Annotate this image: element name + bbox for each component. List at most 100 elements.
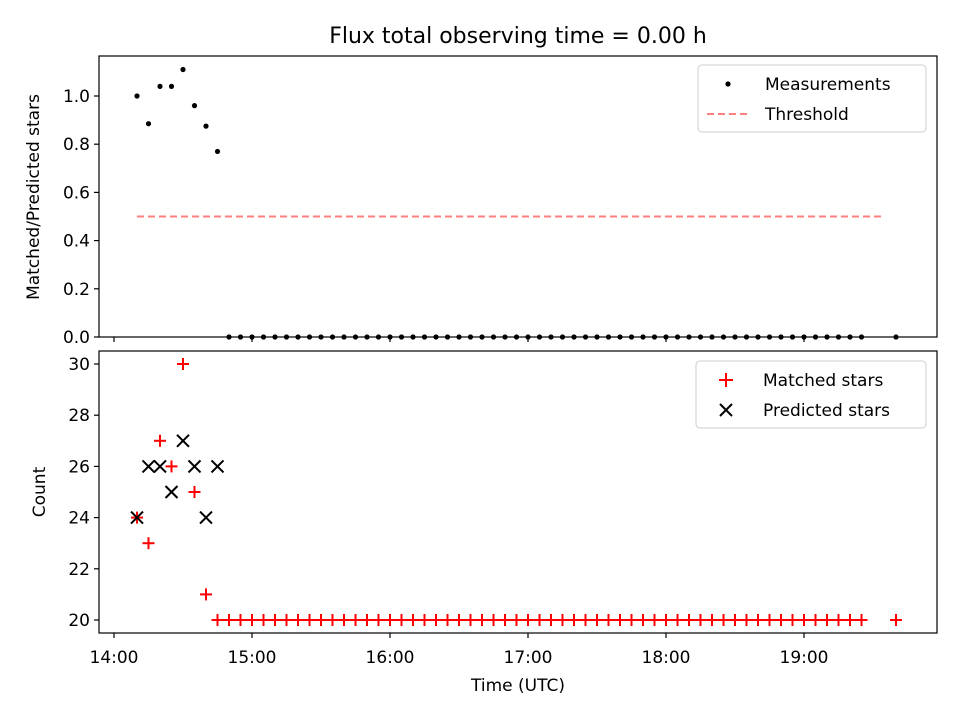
measurement-point [594, 334, 600, 340]
legend-predicted-label: Predicted stars [763, 401, 890, 421]
predicted-point [130, 510, 144, 525]
measurement-point [513, 334, 520, 340]
measurement-point [893, 334, 899, 340]
x-axis-label: Time (UTC) [470, 676, 565, 696]
y-tick-label: 1.0 [63, 87, 90, 107]
legend-measurements-label: Measurements [765, 75, 891, 95]
legend-predicted-marker [719, 403, 733, 417]
matched-point [418, 614, 431, 626]
matched-point [441, 614, 454, 626]
matched-point [614, 614, 626, 626]
legend-matched-marker [719, 373, 733, 387]
legend-matched-label: Matched stars [763, 371, 883, 391]
y-tick-label: 0.8 [63, 135, 90, 155]
matched-point [361, 614, 373, 626]
x-tick-label: 15:00 [228, 648, 277, 668]
bottom-plot: 20 22 24 26 28 30 14:00 15:00 16:00 17:00 18:00 19… [30, 350, 938, 696]
top-y-axis-label: Matched/Predicted stars [24, 94, 44, 300]
y-tick-label: 26 [68, 457, 90, 477]
matched-point [315, 614, 327, 626]
measurement-point [732, 334, 738, 340]
measurement-point [778, 334, 784, 340]
matched-point [591, 614, 603, 626]
x-tick-label: 18:00 [642, 648, 691, 668]
measurement-point [789, 334, 796, 340]
matched-point [384, 614, 396, 626]
matched-point [579, 614, 592, 626]
top-plot: 0.0 0.2 0.4 0.6 0.8 1.0 Matched/Predicted sta… [24, 55, 938, 348]
matched-point [763, 614, 776, 626]
measurement-point [801, 334, 807, 340]
matched-point [786, 614, 799, 626]
matched-point [234, 614, 247, 626]
measurement-point [237, 334, 244, 340]
matched-point [671, 614, 684, 626]
matched-point [844, 614, 856, 626]
matched-point [177, 358, 189, 370]
measurement-point [398, 334, 405, 340]
measurement-point [663, 334, 669, 340]
y-tick-label: 0.6 [63, 183, 90, 203]
matched-point [568, 614, 580, 626]
measurement-point [605, 334, 612, 340]
measurement-point [835, 334, 842, 340]
measurement-point [824, 334, 830, 340]
matched-point [326, 614, 339, 626]
matched-point [694, 614, 707, 626]
measurement-point [180, 66, 186, 73]
matched-point [660, 614, 672, 626]
matched-point [798, 614, 810, 626]
measurement-point [720, 334, 727, 340]
matched-point [257, 614, 270, 626]
measurement-point [582, 334, 589, 340]
matched-point [269, 614, 281, 626]
predicted-point [176, 434, 190, 448]
matched-point [556, 614, 569, 626]
matched-point [395, 614, 408, 626]
measurement-point [536, 334, 543, 340]
matched-point [775, 614, 787, 626]
measurement-point [674, 334, 681, 340]
predicted-point [199, 510, 213, 525]
matched-point [648, 614, 661, 626]
measurement-point [375, 334, 382, 340]
measurement-point [467, 334, 474, 340]
y-tick-label: 22 [68, 560, 90, 580]
matched-point [545, 614, 557, 626]
measurement-point [203, 123, 209, 129]
measurement-point [456, 334, 462, 340]
matched-point [683, 614, 695, 626]
measurement-point [490, 334, 497, 340]
matched-point [464, 614, 477, 626]
measurement-point [444, 334, 451, 340]
matched-point [499, 614, 511, 626]
measurement-point [697, 334, 704, 340]
measurement-point [260, 334, 267, 340]
measurement-point [709, 334, 715, 340]
measurement-point [559, 334, 566, 340]
measurement-point [318, 334, 324, 340]
measurement-point [651, 334, 658, 340]
matched-point [303, 614, 316, 626]
y-tick-label: 0.4 [63, 232, 90, 252]
legend-threshold-label: Threshold [764, 105, 849, 125]
matched-point [522, 614, 534, 626]
matched-point [821, 614, 833, 626]
measurement-point [157, 83, 163, 89]
measurement-point [502, 334, 508, 340]
matched-point [717, 614, 730, 626]
measurement-point [479, 334, 485, 340]
measurement-point [421, 334, 428, 340]
measurement-point [306, 334, 313, 340]
measurement-point [168, 83, 175, 89]
bottom-y-axis-label: Count [30, 466, 50, 517]
measurement-point [387, 334, 393, 340]
matched-point [292, 614, 304, 626]
y-tick-label: 30 [68, 355, 90, 375]
matched-point [729, 614, 741, 626]
measurement-point [525, 334, 531, 340]
x-tick-label: 19:00 [780, 648, 829, 668]
measurement-point [214, 148, 221, 155]
measurement-point [743, 334, 750, 340]
